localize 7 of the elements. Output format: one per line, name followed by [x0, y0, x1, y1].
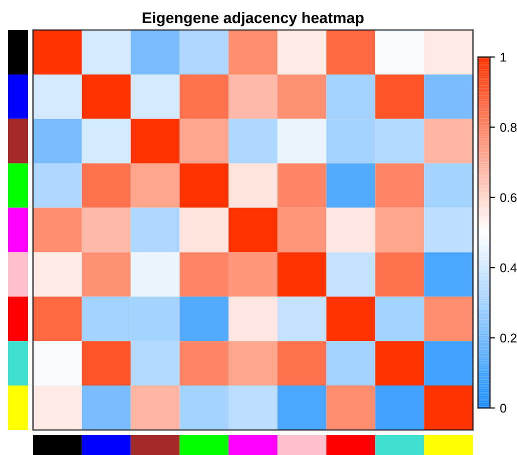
color-bar-label: 0.6 [500, 193, 517, 202]
color-bar-label: 0.8 [500, 123, 517, 132]
color-bar-label: 1 [500, 52, 506, 62]
color-bar-label: 0.2 [500, 334, 516, 342]
color-bar-label: 0 [500, 404, 506, 413]
chart-title: Eigengene adjacency heatmap [142, 12, 364, 26]
color-bar-label: 0.4 [500, 263, 517, 272]
